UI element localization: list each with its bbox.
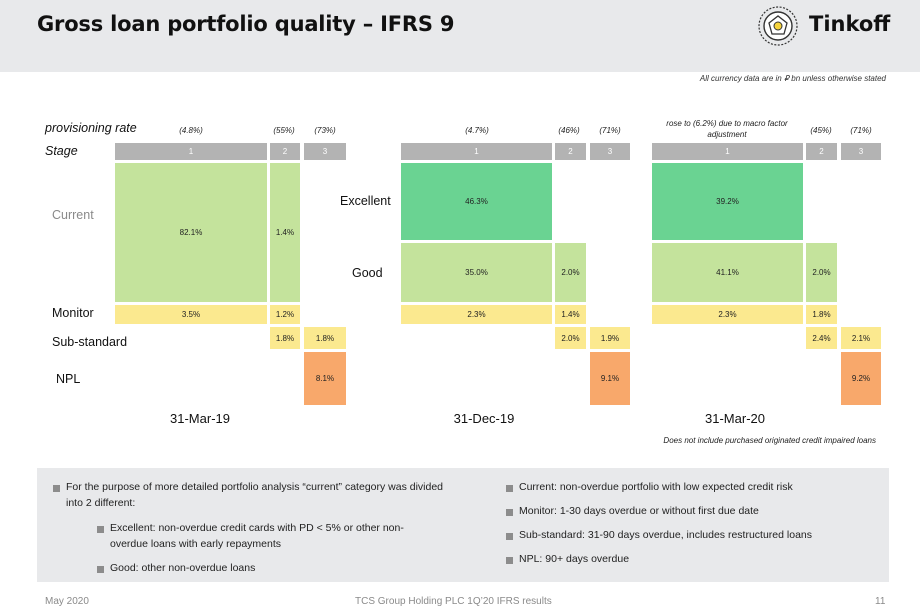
stage-3-header: 3	[590, 143, 630, 160]
bullet-square-icon	[506, 557, 513, 564]
stage-2-header: 2	[806, 143, 837, 160]
provisioning-rate: rose to (6.2%) due to macro factor adjus…	[666, 119, 788, 139]
substandard-label: Sub-standard	[52, 335, 128, 349]
substandard-stage2-cell: 2.4%	[806, 327, 837, 349]
npl-stage3-cell: 9.2%	[841, 352, 881, 405]
monitor-definition: Monitor: 1-30 days overdue or without fi…	[519, 505, 759, 517]
provisioning-rate: (55%)	[273, 126, 295, 135]
page-title: Gross loan portfolio quality – IFRS 9	[37, 12, 455, 36]
current-stage2-cell: 1.4%	[270, 163, 300, 302]
footer-date: May 2020	[45, 596, 89, 607]
npl-stage3-cell: 8.1%	[304, 352, 346, 405]
monitor-stage1-cell: 2.3%	[401, 305, 552, 324]
current-label: Current	[52, 208, 94, 222]
tinkoff-logo-icon	[758, 6, 798, 46]
current-definition: Current: non-overdue portfolio with low …	[519, 481, 793, 493]
stage-2-header: 2	[555, 143, 586, 160]
substandard-definition: Sub-standard: 31-90 days overdue, includ…	[519, 529, 813, 541]
bullet-square-icon	[97, 566, 104, 573]
excellent-stage1-cell: 39.2%	[652, 163, 803, 240]
header-band	[0, 0, 920, 72]
stage-2-header: 2	[270, 143, 300, 160]
provisioning-rate-label: provisioning rate	[45, 121, 137, 135]
good-stage1-cell: 41.1%	[652, 243, 803, 302]
stage-1-header: 1	[652, 143, 803, 160]
substandard-stage3-cell: 1.9%	[590, 327, 630, 349]
good-stage1-cell: 35.0%	[401, 243, 552, 302]
monitor-stage2-cell: 1.2%	[270, 305, 300, 324]
stage-3-header: 3	[304, 143, 346, 160]
stage-label: Stage	[45, 144, 78, 158]
monitor-stage2-cell: 1.4%	[555, 305, 586, 324]
provisioning-rate: (4.7%)	[465, 126, 489, 135]
npl-definition: NPL: 90+ days overdue	[519, 553, 630, 565]
bullet-square-icon	[506, 485, 513, 492]
stage-1-header: 1	[115, 143, 267, 160]
provisioning-rate: (4.8%)	[179, 126, 203, 135]
current-split-note: For the purpose of more detailed portfol…	[66, 481, 444, 509]
provisioning-rate: (71%)	[599, 126, 621, 135]
period-date: 31-Mar-19	[170, 411, 230, 426]
monitor-label: Monitor	[52, 306, 94, 320]
excellent-stage1-cell: 46.3%	[401, 163, 552, 240]
good-label: Good	[352, 266, 383, 280]
good-stage2-cell: 2.0%	[806, 243, 837, 302]
stage-3-header: 3	[841, 143, 881, 160]
substandard-stage2-cell: 1.8%	[270, 327, 300, 349]
provisioning-rate: (71%)	[850, 126, 872, 135]
current-stage1-cell: 82.1%	[115, 163, 267, 302]
excellent-definition: Excellent: non-overdue credit cards with…	[110, 522, 404, 550]
provisioning-rate: (45%)	[810, 126, 832, 135]
page-number: 11	[875, 596, 886, 607]
provisioning-rate: (46%)	[558, 126, 580, 135]
good-definition: Good: other non-overdue loans	[110, 562, 256, 574]
monitor-stage2-cell: 1.8%	[806, 305, 837, 324]
logo-wordmark: Tinkoff	[809, 12, 891, 36]
npl-stage3-cell: 9.1%	[590, 352, 630, 405]
footer-company: TCS Group Holding PLC 1Q’20 IFRS results	[355, 596, 552, 607]
poci-note: Does not include purchased originated cr…	[663, 436, 876, 445]
stage-1-header: 1	[401, 143, 552, 160]
monitor-stage1-cell: 2.3%	[652, 305, 803, 324]
npl-label: NPL	[56, 372, 81, 386]
bullet-square-icon	[506, 509, 513, 516]
provisioning-rate: (73%)	[314, 126, 336, 135]
definitions-box	[37, 468, 889, 582]
currency-note: All currency data are in ₽ bn unless oth…	[699, 74, 886, 83]
period-date: 31-Mar-20	[705, 411, 765, 426]
period-date: 31-Dec-19	[453, 411, 515, 426]
excellent-label: Excellent	[340, 194, 391, 208]
substandard-stage3-cell: 2.1%	[841, 327, 881, 349]
bullet-square-icon	[97, 526, 104, 533]
substandard-stage3-cell: 1.8%	[304, 327, 346, 349]
bullet-square-icon	[506, 533, 513, 540]
substandard-stage2-cell: 2.0%	[555, 327, 586, 349]
bullet-square-icon	[53, 485, 60, 492]
monitor-stage1-cell: 3.5%	[115, 305, 267, 324]
good-stage2-cell: 2.0%	[555, 243, 586, 302]
